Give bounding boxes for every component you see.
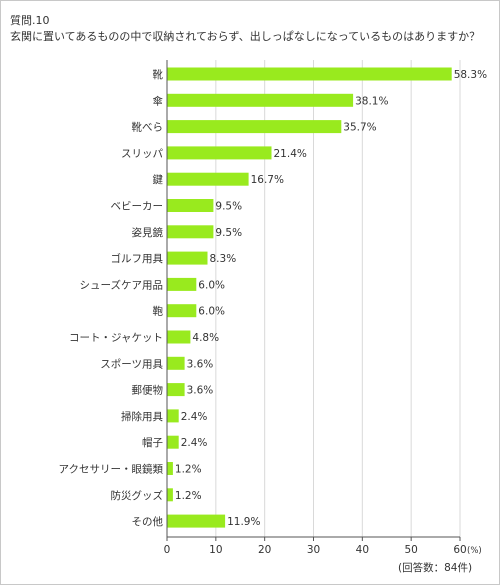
- bar-18: [167, 514, 226, 528]
- value-label-3: 35.7%: [343, 122, 376, 134]
- category-label-15: 帽子: [142, 436, 163, 449]
- bar-4: [167, 146, 272, 160]
- value-label-13: 3.6%: [187, 385, 214, 397]
- value-label-5: 16.7%: [251, 174, 284, 186]
- value-label-16: 1.2%: [175, 464, 202, 476]
- value-label-18: 11.9%: [227, 516, 260, 528]
- bar-5: [167, 172, 249, 186]
- category-label-18: その他: [132, 515, 164, 528]
- category-label-11: コート・ジャケット: [69, 332, 163, 344]
- bar-12: [167, 356, 185, 370]
- x-tick-label-0: 0: [164, 544, 171, 556]
- bar-7: [167, 225, 214, 239]
- category-label-7: 姿見鏡: [132, 226, 164, 239]
- x-unit-label: (%): [467, 546, 482, 556]
- bar-15: [167, 435, 179, 449]
- value-label-12: 3.6%: [187, 358, 214, 370]
- x-tick-label-10: 10: [209, 544, 222, 556]
- value-label-11: 4.8%: [192, 332, 219, 344]
- bar-6: [167, 199, 214, 212]
- category-label-16: アクセサリー・眼鏡類: [59, 463, 164, 476]
- x-tick-label-40: 40: [356, 544, 369, 556]
- value-label-15: 2.4%: [181, 437, 208, 449]
- x-tick-label-60: 60: [453, 544, 466, 556]
- category-label-6: ベビーカー: [111, 201, 164, 213]
- bar-14: [167, 409, 179, 423]
- category-label-2: 傘: [153, 95, 164, 107]
- category-label-5: 鍵: [153, 173, 164, 186]
- respondent-count-note: (回答数：84件): [398, 562, 473, 574]
- value-label-4: 21.4%: [274, 148, 307, 160]
- category-label-13: 郵便物: [132, 384, 164, 397]
- category-label-8: ゴルフ用具: [111, 252, 164, 265]
- value-label-9: 6.0%: [198, 279, 225, 291]
- x-tick-label-30: 30: [307, 544, 320, 556]
- category-label-4: スリッパ: [121, 148, 163, 160]
- bar-13: [167, 383, 185, 397]
- bar-10: [167, 304, 197, 318]
- bar-3: [167, 120, 342, 134]
- category-label-1: 靴: [153, 68, 164, 81]
- category-label-12: スポーツ用具: [100, 358, 163, 370]
- x-tick-label-20: 20: [258, 544, 271, 556]
- bar-1: [167, 67, 452, 81]
- category-label-9: シューズケア用品: [80, 278, 163, 291]
- value-label-10: 6.0%: [198, 306, 225, 318]
- bar-9: [167, 277, 197, 291]
- question-text: 玄関に置いてあるものの中で収納されておらず、出しっぱなしになっているものはありま…: [10, 30, 481, 43]
- bar-17: [167, 488, 173, 502]
- category-label-3: 靴べら: [132, 121, 164, 134]
- bar-2: [167, 93, 354, 107]
- value-label-17: 1.2%: [175, 490, 202, 502]
- value-label-14: 2.4%: [181, 411, 208, 423]
- category-label-17: 防災グッズ: [111, 489, 164, 502]
- question-label: 質問.10: [10, 14, 50, 27]
- bar-16: [167, 462, 173, 475]
- value-label-2: 38.1%: [355, 95, 388, 107]
- value-label-6: 9.5%: [215, 201, 242, 213]
- value-label-7: 9.5%: [215, 227, 242, 239]
- bar-11: [167, 330, 191, 344]
- value-label-8: 8.3%: [210, 253, 237, 265]
- category-label-10: 鞄: [153, 305, 164, 318]
- category-label-14: 掃除用具: [121, 410, 163, 423]
- bar-8: [167, 251, 208, 265]
- value-label-1: 58.3%: [454, 69, 487, 81]
- x-tick-label-50: 50: [404, 544, 417, 556]
